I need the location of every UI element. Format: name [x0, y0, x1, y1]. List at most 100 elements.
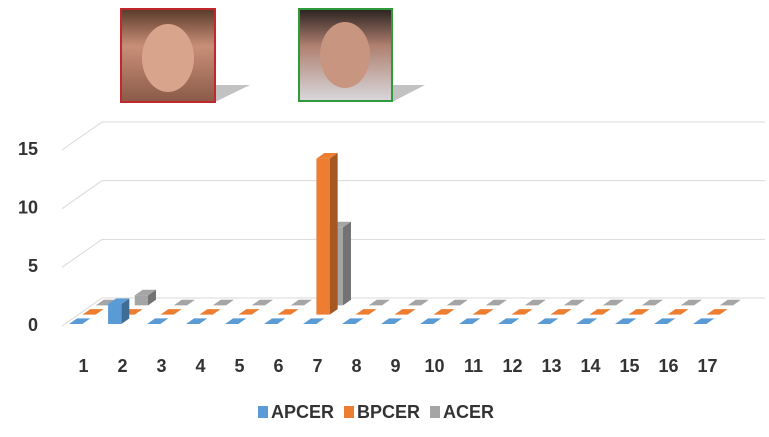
bar-face: [486, 300, 507, 306]
legend-swatch: [430, 406, 440, 418]
bar: [472, 309, 493, 315]
bar: [369, 300, 390, 306]
bar: [291, 300, 312, 306]
grid-line: [62, 239, 765, 267]
bar: [174, 300, 195, 306]
bar: [213, 300, 234, 306]
bar: [433, 309, 454, 315]
bar-face: [381, 318, 402, 324]
legend-swatch: [344, 406, 354, 418]
bar-face: [693, 318, 714, 324]
bar: [264, 318, 285, 324]
bar-face: [174, 300, 195, 306]
bar-face: [642, 300, 663, 306]
x-tick-label: 11: [464, 356, 483, 376]
grid-line: [62, 122, 765, 150]
bar-face: [213, 300, 234, 306]
x-tick-label: 5: [234, 356, 244, 376]
bar-face: [628, 309, 649, 315]
bar: [316, 153, 337, 315]
bar-face: [667, 309, 688, 315]
bar: [459, 318, 480, 324]
bar: [381, 318, 402, 324]
bar: [642, 300, 663, 306]
bar: [589, 309, 610, 315]
bar-face: [498, 318, 519, 324]
bar-face: [576, 318, 597, 324]
bar-face: [160, 309, 181, 315]
bar: [720, 300, 741, 306]
bar-face: [238, 309, 259, 315]
bar: [408, 300, 429, 306]
bar-face: [394, 309, 415, 315]
bar: [525, 300, 546, 306]
bar: [225, 318, 246, 324]
bar-face: [706, 309, 727, 315]
bar: [238, 309, 259, 315]
bar-face: [186, 318, 207, 324]
y-tick-label: 5: [28, 256, 38, 276]
x-tick-label: 10: [424, 356, 444, 376]
bar-face: [264, 318, 285, 324]
bar-face: [525, 300, 546, 306]
bar-face: [303, 318, 324, 324]
bar-face: [537, 318, 558, 324]
x-tick-label: 2: [117, 356, 127, 376]
bar: [147, 318, 168, 324]
bar-face: [420, 318, 441, 324]
bar-face: [720, 300, 741, 306]
bar-face: [459, 318, 480, 324]
x-tick-label: 4: [195, 356, 205, 376]
bar-face: [564, 300, 585, 306]
bar: [706, 309, 727, 315]
bar: [160, 309, 181, 315]
y-tick-label: 10: [18, 197, 38, 217]
bar: [186, 318, 207, 324]
legend-label: ACER: [443, 402, 494, 422]
bar: [576, 318, 597, 324]
x-tick-label: 7: [312, 356, 322, 376]
bar-face: [681, 300, 702, 306]
bar-face: [316, 159, 329, 315]
x-tick-label: 14: [580, 356, 600, 376]
bar: [511, 309, 532, 315]
bar: [342, 318, 363, 324]
bar: [277, 309, 298, 315]
bar-face: [472, 309, 493, 315]
page: {"chart_data": {"type": "bar3d", "catego…: [0, 0, 769, 437]
x-tick-label: 3: [156, 356, 166, 376]
bar-face: [342, 318, 363, 324]
bar: [420, 318, 441, 324]
bar: [447, 300, 468, 306]
legend-swatch: [258, 406, 268, 418]
bar-face: [355, 309, 376, 315]
bar: [693, 318, 714, 324]
bar: [355, 309, 376, 315]
bar-face: [615, 318, 636, 324]
bar-face: [147, 318, 168, 324]
bar: [681, 300, 702, 306]
bar: [667, 309, 688, 315]
x-tick-label: 1: [78, 356, 88, 376]
face-image: [299, 9, 425, 102]
bar: [108, 298, 129, 324]
x-tick-label: 6: [273, 356, 283, 376]
bar-face: [199, 309, 220, 315]
y-tick-label: 0: [28, 315, 38, 335]
bar-face: [589, 309, 610, 315]
x-tick-label: 17: [697, 356, 717, 376]
bar-face: [291, 300, 312, 306]
x-tick-label: 16: [658, 356, 678, 376]
bar-face: [343, 222, 351, 306]
bar-face: [408, 300, 429, 306]
x-tick-label: 13: [541, 356, 561, 376]
bar-face: [511, 309, 532, 315]
bar-face: [330, 153, 338, 315]
bar: [603, 300, 624, 306]
bar: [615, 318, 636, 324]
face-image: [121, 9, 250, 102]
bar: [252, 300, 273, 306]
bar-face: [225, 318, 246, 324]
x-tick-label: 12: [502, 356, 522, 376]
